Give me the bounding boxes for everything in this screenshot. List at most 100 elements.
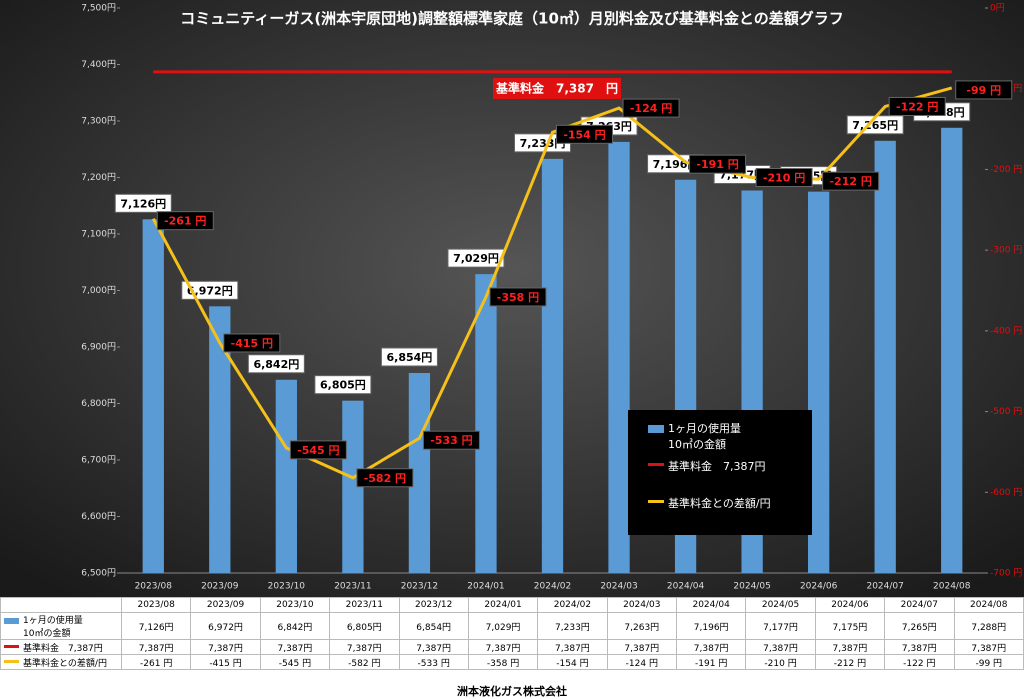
bar bbox=[275, 379, 297, 573]
data-label-group: -358 円 bbox=[489, 287, 547, 307]
table-cell: 7,288円 bbox=[953, 612, 1024, 640]
data-label: -415 円 bbox=[231, 337, 273, 350]
table-header-cell: 2024/03 bbox=[606, 597, 678, 613]
table-header-cell: 2024/04 bbox=[675, 597, 747, 613]
table-cell: -415 円 bbox=[190, 654, 261, 670]
table-row-label: 1ヶ月の使用量 10㎥の金額 bbox=[0, 612, 122, 640]
legend-swatch bbox=[648, 425, 664, 433]
annotation: 基準料金 7,387 円 bbox=[493, 78, 621, 99]
x-tick-label: 2024/06 bbox=[800, 582, 838, 592]
table-cell: -533 円 bbox=[398, 654, 469, 670]
data-label-group: 7,233円 bbox=[514, 133, 571, 153]
bar bbox=[209, 306, 231, 573]
x-tick-label: 2024/01 bbox=[467, 582, 504, 592]
table-header-cell: 2024/02 bbox=[537, 597, 608, 613]
table-cell: 7,196円 bbox=[675, 612, 747, 640]
data-label-box bbox=[955, 80, 1013, 100]
table-cell: 7,387円 bbox=[884, 639, 955, 655]
data-label-group: -582 円 bbox=[356, 468, 414, 488]
table-cell: -124 円 bbox=[606, 654, 678, 670]
annotation-box bbox=[493, 78, 621, 99]
table-row-swatch bbox=[4, 660, 19, 663]
y2-tick-label: -700 円 bbox=[990, 568, 1022, 579]
data-label-group: 7,029円 bbox=[447, 248, 505, 268]
data-label-box bbox=[689, 154, 747, 174]
table-cell: 7,126円 bbox=[120, 612, 192, 640]
data-label-group: -99 円 bbox=[955, 80, 1013, 100]
legend-item: 基準料金 7,387円 bbox=[648, 458, 766, 474]
table-cell: 6,854円 bbox=[398, 612, 469, 640]
bar bbox=[941, 127, 963, 573]
data-label-box bbox=[380, 347, 438, 367]
table-cell: -154 円 bbox=[537, 654, 608, 670]
bar bbox=[408, 372, 431, 573]
y-tick-label: 6,800円 bbox=[81, 398, 116, 409]
data-table: 2023/08 2023/09 2023/10 2023/11 2023/12 2024/… bbox=[0, 597, 1024, 670]
data-label-group: -124 円 bbox=[622, 98, 680, 118]
table-header-cell: 2024/08 bbox=[953, 597, 1024, 613]
data-label-box bbox=[556, 124, 613, 144]
legend: 1ヶ月の使用量 10㎥の金額 基準料金 7,387円 基準料金との差額/円 bbox=[628, 410, 812, 535]
data-label-group: 6,842円 bbox=[247, 354, 305, 374]
y2-tick-label: -500 円 bbox=[990, 406, 1022, 417]
table-cell: 7,387円 bbox=[745, 639, 816, 655]
data-label-box bbox=[888, 96, 946, 116]
table-cell: 7,387円 bbox=[675, 639, 747, 655]
data-label: -154 円 bbox=[563, 128, 605, 141]
y-tick-label: 7,400円 bbox=[81, 59, 116, 70]
y-tick-label: 7,300円 bbox=[81, 116, 116, 127]
table-header-cell: 2023/08 bbox=[120, 597, 192, 613]
data-label-group: 6,972円 bbox=[181, 280, 239, 300]
data-label: -358 円 bbox=[497, 291, 539, 304]
table-row-name: 基準料金 7,387円 bbox=[23, 643, 103, 654]
chart-title: コミュニティーガス(洲本宇原団地)調整額標準家庭（10㎥）月別料金及び基準料金と… bbox=[180, 10, 844, 28]
data-label-box bbox=[289, 440, 347, 460]
table-row-name: 基準料金との差額/円 bbox=[23, 658, 107, 669]
y-tick-label: 6,700円 bbox=[81, 455, 116, 466]
footer: 洲本液化ガス株式会社 bbox=[457, 685, 567, 698]
x-tick-label: 2023/11 bbox=[334, 582, 371, 592]
data-label-group: -191 円 bbox=[689, 154, 747, 174]
data-label: -261 円 bbox=[164, 215, 206, 228]
data-label: 6,854円 bbox=[387, 351, 433, 364]
legend-swatch bbox=[648, 463, 664, 466]
table-cell: -582 円 bbox=[329, 654, 400, 670]
data-label: -99 円 bbox=[966, 84, 1001, 97]
table-cell: 7,387円 bbox=[814, 639, 886, 655]
data-label-box bbox=[822, 171, 880, 191]
chart: コミュニティーガス(洲本宇原団地)調整額標準家庭（10㎥）月別料金及び基準料金と… bbox=[0, 0, 1024, 597]
table-header-cell: 2023/12 bbox=[398, 597, 469, 613]
y-tick-label: 7,500円 bbox=[81, 3, 116, 14]
table-cell: -212 円 bbox=[814, 654, 886, 670]
table-header-cell: 2024/07 bbox=[884, 597, 955, 613]
table-cell: -191 円 bbox=[675, 654, 747, 670]
table-header-cell: 2023/10 bbox=[259, 597, 331, 613]
x-tick-label: 2023/10 bbox=[268, 582, 306, 592]
data-label: 7,233円 bbox=[520, 137, 566, 150]
data-label-group: -545 円 bbox=[289, 440, 347, 460]
data-label-group: -415 円 bbox=[223, 333, 281, 353]
table-cell: 6,972円 bbox=[190, 612, 261, 640]
bar bbox=[475, 274, 497, 573]
x-tick-label: 2024/08 bbox=[933, 582, 971, 592]
y2-tick-label: 0円 bbox=[990, 3, 1005, 14]
bar bbox=[608, 141, 630, 573]
table-cell: 7,387円 bbox=[606, 639, 678, 655]
table-row-name: 1ヶ月の使用量 10㎥の金額 bbox=[23, 616, 83, 639]
data-label-box bbox=[181, 280, 239, 300]
table-cell: 7,265円 bbox=[884, 612, 955, 640]
table-cell: 7,263円 bbox=[606, 612, 678, 640]
bar bbox=[342, 400, 364, 573]
table-cell: 7,387円 bbox=[120, 639, 192, 655]
data-label-box bbox=[223, 333, 281, 353]
table-row-label: 基準料金との差額/円 bbox=[0, 654, 122, 670]
table-cell: 7,175円 bbox=[814, 612, 886, 640]
data-label-box bbox=[422, 430, 480, 450]
legend-item: 基準料金との差額/円 bbox=[648, 495, 771, 511]
data-label: -124 円 bbox=[630, 102, 672, 115]
data-label-group: -210 円 bbox=[755, 168, 813, 187]
y-tick-label: 6,500円 bbox=[81, 568, 116, 579]
data-label: 7,029円 bbox=[453, 252, 499, 265]
table-row-swatch bbox=[4, 618, 19, 624]
y2-tick-label: -600 円 bbox=[990, 487, 1022, 498]
